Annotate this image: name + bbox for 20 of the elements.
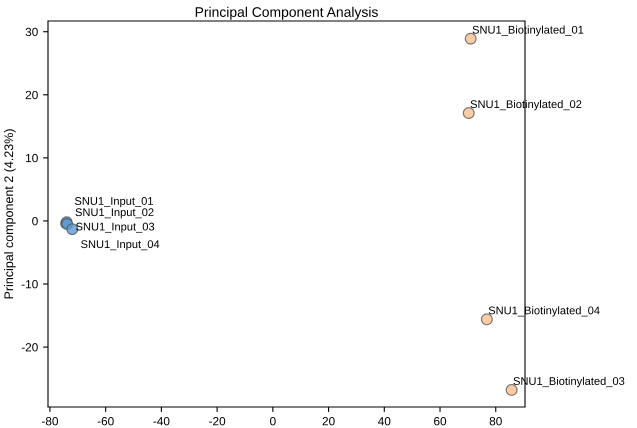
y-axis-title: Principal component 2 (4.23%) bbox=[4, 129, 16, 298]
y-tick-label: 20 bbox=[26, 90, 38, 100]
x-tick-label: -40 bbox=[153, 417, 170, 426]
y-tick-label: 10 bbox=[26, 154, 38, 162]
x-tick-label: 20 bbox=[322, 417, 335, 426]
y-tick-label: -20 bbox=[22, 343, 38, 352]
x-tick-label: 60 bbox=[434, 417, 446, 426]
x-tick-label: -60 bbox=[98, 417, 114, 426]
annotation: SNU1_Input_01 bbox=[74, 197, 153, 208]
x-tick-label: -20 bbox=[209, 417, 226, 426]
x-tick-label: 0 bbox=[270, 417, 276, 426]
annotation: SNU1_Input_02 bbox=[76, 208, 154, 218]
x-tick-label: 40 bbox=[378, 417, 390, 426]
y-tick-label: 0 bbox=[32, 216, 38, 226]
y-tick-label: 30 bbox=[26, 28, 38, 36]
x-tick-label: -80 bbox=[42, 417, 58, 426]
y-tick-label: -10 bbox=[22, 280, 38, 288]
annotation: SNU1_Input_04 bbox=[81, 240, 160, 250]
chart-title: Principal Component Analysis bbox=[196, 6, 378, 20]
x-tick-label: 80 bbox=[490, 417, 502, 426]
